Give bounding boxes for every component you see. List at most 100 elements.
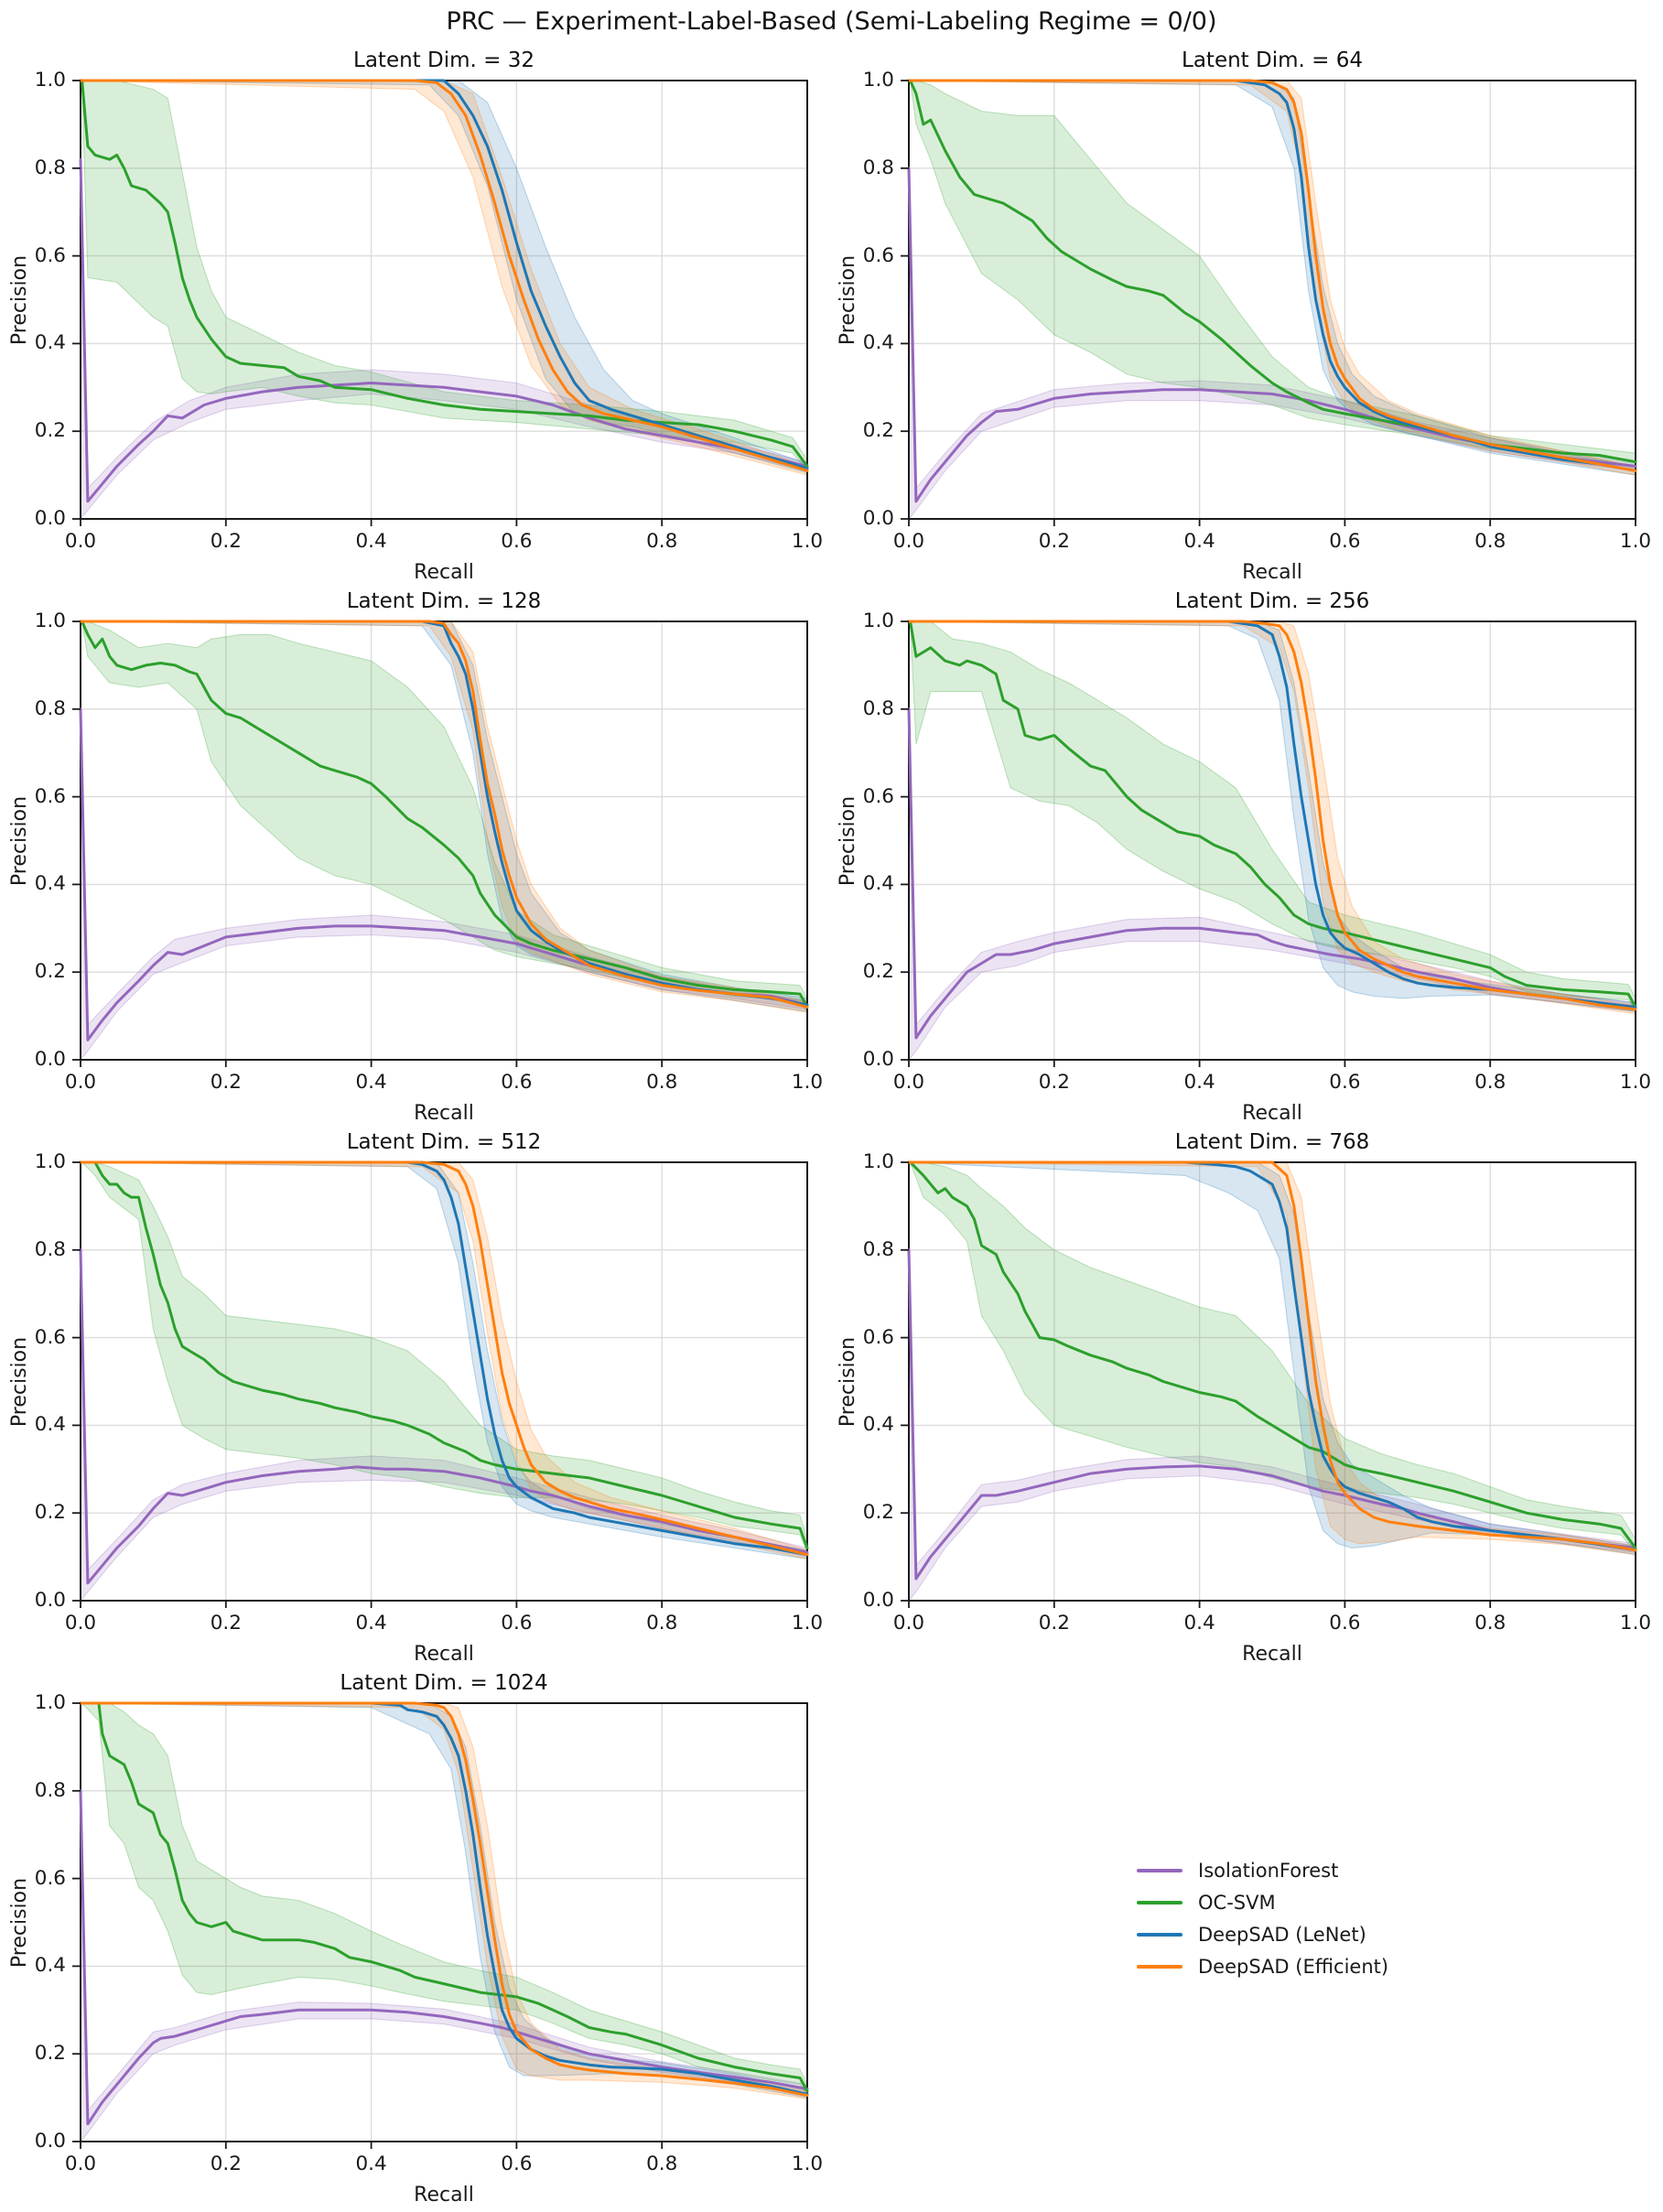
x-axis-label: Recall <box>1242 1643 1302 1666</box>
x-tick-label: 1.0 <box>1619 1071 1652 1094</box>
x-axis-label: Recall <box>1242 561 1302 584</box>
y-tick-label: 0.8 <box>862 1237 894 1261</box>
x-tick-label: 1.0 <box>791 530 824 553</box>
subplot-title: Latent Dim. = 512 <box>346 1130 542 1154</box>
y-tick-label: 0.4 <box>862 331 894 355</box>
x-tick-label: 0.2 <box>210 2153 242 2175</box>
x-tick-label: 0.8 <box>646 2153 678 2175</box>
x-tick-label: 0.6 <box>1329 530 1361 553</box>
y-tick-label: 0.0 <box>862 1589 894 1612</box>
y-tick-label: 0.0 <box>34 1048 66 1071</box>
series-line-isolationforest <box>79 1248 809 1585</box>
x-tick-label: 1.0 <box>791 1612 824 1635</box>
legend-item-deepsad-lenet: DeepSAD (LeNet) <box>1137 1918 1388 1950</box>
x-axis-label: Recall <box>414 2184 474 2207</box>
x-tick-label: 0.4 <box>1183 530 1215 553</box>
x-tick-label: 0.4 <box>355 2153 387 2175</box>
series-line-oc-svm <box>81 1160 809 1549</box>
y-tick-label: 0.6 <box>862 243 894 267</box>
legend-item-isolationforest: IsolationForest <box>1137 1854 1388 1886</box>
x-tick-label: 0.6 <box>501 1071 533 1094</box>
plot-border <box>908 620 1636 1061</box>
y-tick-label: 0.4 <box>862 1413 894 1437</box>
x-tick-label: 0.8 <box>1474 1612 1506 1635</box>
subplot-title: Latent Dim. = 128 <box>346 589 542 613</box>
legend-line-swatch-orange <box>1137 1964 1182 1969</box>
y-tick-label: 0.4 <box>862 872 894 896</box>
y-tick-label: 0.2 <box>862 419 894 443</box>
y-tick-label: 0.8 <box>862 696 894 720</box>
x-tick-label: 0.2 <box>210 530 242 553</box>
y-tick-label: 0.8 <box>862 156 894 179</box>
y-tick-label: 1.0 <box>34 69 66 92</box>
y-axis-label: Precision <box>8 1877 31 1968</box>
plot-border <box>80 1702 808 2142</box>
plot-border <box>80 1161 808 1602</box>
subplot-title: Latent Dim. = 64 <box>1182 49 1363 72</box>
plot-area <box>72 620 809 1067</box>
subplot-title: Latent Dim. = 256 <box>1174 589 1370 613</box>
series-line-isolationforest <box>79 157 809 503</box>
x-tick-label: 0.2 <box>1038 1071 1070 1094</box>
x-tick-label: 0.6 <box>1329 1071 1361 1094</box>
y-tick-label: 0.8 <box>34 156 66 179</box>
series-line-oc-svm <box>81 620 809 1009</box>
y-tick-label: 0.4 <box>34 872 66 896</box>
series-line-isolationforest <box>907 707 1637 1040</box>
legend-label: DeepSAD (LeNet) <box>1198 1923 1366 1946</box>
x-tick-label: 0.4 <box>355 1612 387 1635</box>
x-tick-label: 0.0 <box>64 1071 97 1094</box>
legend: IsolationForest OC-SVM DeepSAD (LeNet) D… <box>1137 1854 1388 1982</box>
series-line-deepsad-efficient <box>907 1160 1637 1552</box>
legend-label: OC-SVM <box>1198 1891 1276 1914</box>
y-tick-label: 0.0 <box>34 507 66 530</box>
x-tick-label: 1.0 <box>1619 530 1652 553</box>
y-tick-label: 0.8 <box>34 1237 66 1261</box>
series-line-deepsad-efficient <box>907 620 1637 1011</box>
y-tick-label: 0.0 <box>34 1589 66 1612</box>
x-tick-label: 0.8 <box>646 1071 678 1094</box>
x-tick-label: 0.2 <box>1038 1612 1070 1635</box>
y-tick-label: 0.2 <box>862 960 894 984</box>
subplot-title: Latent Dim. = 1024 <box>340 1671 548 1695</box>
x-tick-label: 1.0 <box>791 1071 824 1094</box>
legend-label: DeepSAD (Efficient) <box>1198 1955 1389 1978</box>
y-axis-label: Precision <box>837 254 859 345</box>
x-tick-label: 0.0 <box>892 530 925 553</box>
y-axis-label: Precision <box>837 795 859 886</box>
figure-title: PRC — Experiment-Label-Based (Semi-Label… <box>446 7 1217 36</box>
x-tick-label: 0.8 <box>646 1612 678 1635</box>
plot-area <box>901 1160 1637 1608</box>
plot-area <box>72 79 809 526</box>
x-tick-label: 0.8 <box>1474 1071 1506 1094</box>
x-tick-label: 0.8 <box>1474 530 1506 553</box>
plot-area <box>901 620 1637 1067</box>
x-tick-label: 0.0 <box>892 1071 925 1094</box>
y-axis-label: Precision <box>8 254 31 345</box>
series-line-isolationforest <box>79 1789 809 2126</box>
y-tick-label: 0.0 <box>862 507 894 530</box>
x-tick-label: 0.4 <box>1183 1612 1215 1635</box>
series-line-deepsad-lenet <box>79 1701 809 2096</box>
subplot-title: Latent Dim. = 768 <box>1174 1130 1370 1154</box>
y-tick-label: 0.2 <box>34 2042 66 2066</box>
series-line-deepsad-lenet <box>907 79 1637 472</box>
series-line-deepsad-lenet <box>907 1160 1637 1552</box>
y-axis-label: Precision <box>837 1336 859 1427</box>
series-line-deepsad-efficient <box>79 1701 809 2098</box>
y-tick-label: 0.6 <box>862 784 894 808</box>
x-tick-label: 0.0 <box>64 530 97 553</box>
plot-area <box>72 1160 809 1608</box>
y-axis-label: Precision <box>8 1336 31 1427</box>
legend-line-swatch-blue <box>1137 1932 1182 1937</box>
y-tick-label: 0.6 <box>34 1325 66 1349</box>
x-tick-label: 0.0 <box>892 1612 925 1635</box>
series-line-deepsad-lenet <box>79 620 809 1007</box>
x-axis-label: Recall <box>414 561 474 584</box>
y-tick-label: 0.4 <box>34 1954 66 1978</box>
y-tick-label: 0.6 <box>34 1866 66 1890</box>
x-tick-label: 0.8 <box>646 530 678 553</box>
series-line-oc-svm <box>909 1160 1637 1549</box>
legend-line-swatch-purple <box>1137 1868 1182 1872</box>
